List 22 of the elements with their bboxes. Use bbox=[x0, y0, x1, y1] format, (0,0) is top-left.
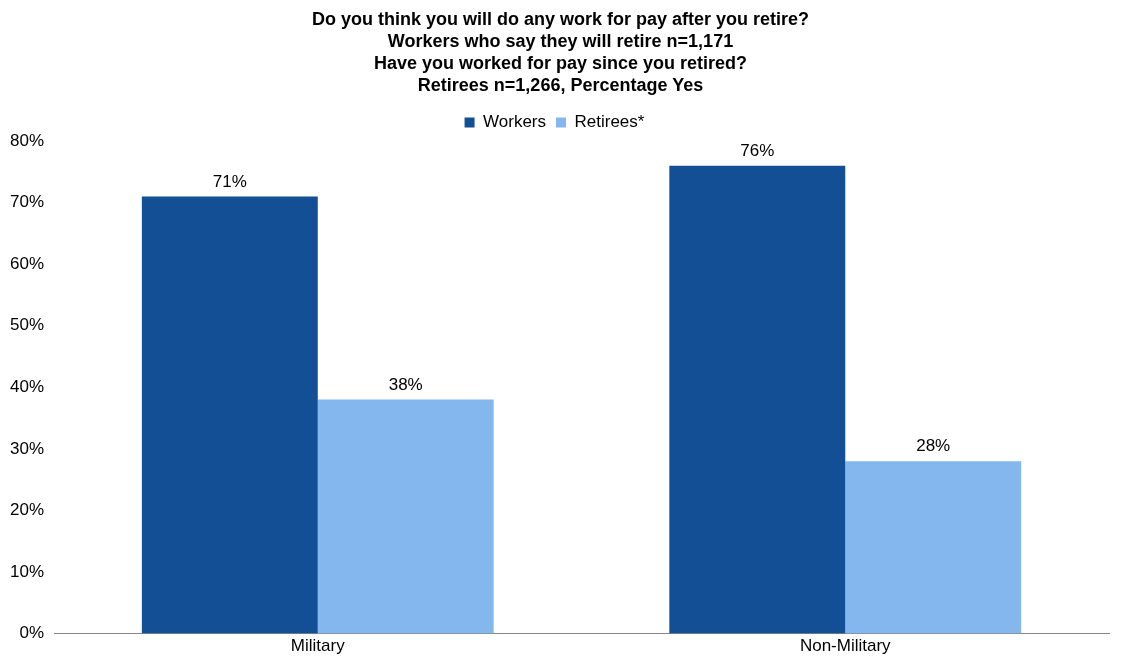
bar bbox=[845, 461, 1022, 634]
y-tick-label: 10% bbox=[9, 561, 45, 581]
y-tick-label: 40% bbox=[9, 376, 45, 396]
y-tick-label: 20% bbox=[9, 500, 45, 520]
y-tick-label: 60% bbox=[9, 253, 45, 273]
legend-label: Workers bbox=[483, 112, 547, 132]
y-tick-label: 70% bbox=[9, 192, 45, 212]
bar bbox=[669, 165, 846, 634]
bar bbox=[141, 196, 318, 634]
y-tick-label: 80% bbox=[9, 130, 45, 150]
bar bbox=[317, 399, 494, 634]
x-tick-label: Military bbox=[290, 636, 346, 656]
legend-label: Retirees* bbox=[574, 112, 645, 132]
data-label: 71% bbox=[212, 171, 247, 191]
chart-title: Do you think you will do any work for pay after you retire? Workers who say they will retire n=1,171 Have you worked for pay since you retired? Retirees n=1,266, Percentage Yes bbox=[310, 8, 811, 97]
y-tick-label: 50% bbox=[9, 315, 45, 335]
data-label: 28% bbox=[916, 436, 951, 456]
data-label: 76% bbox=[740, 140, 775, 160]
data-label: 38% bbox=[388, 374, 423, 394]
x-tick-label: Non-Military bbox=[799, 636, 892, 656]
y-tick-label: 0% bbox=[19, 623, 45, 643]
y-tick-label: 30% bbox=[9, 438, 45, 458]
